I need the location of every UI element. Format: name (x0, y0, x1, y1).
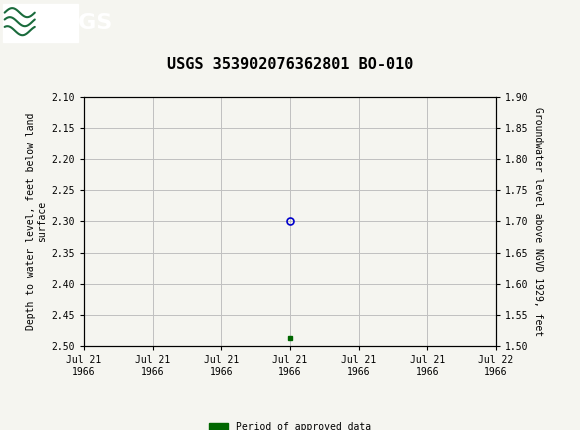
Y-axis label: Groundwater level above NGVD 1929, feet: Groundwater level above NGVD 1929, feet (532, 107, 543, 336)
Text: USGS 353902076362801 BO-010: USGS 353902076362801 BO-010 (167, 57, 413, 72)
Bar (3, 3, 78, 42)
Y-axis label: Depth to water level, feet below land
surface: Depth to water level, feet below land su… (26, 113, 48, 330)
Text: USGS: USGS (44, 12, 112, 33)
Legend: Period of approved data: Period of approved data (205, 418, 375, 430)
